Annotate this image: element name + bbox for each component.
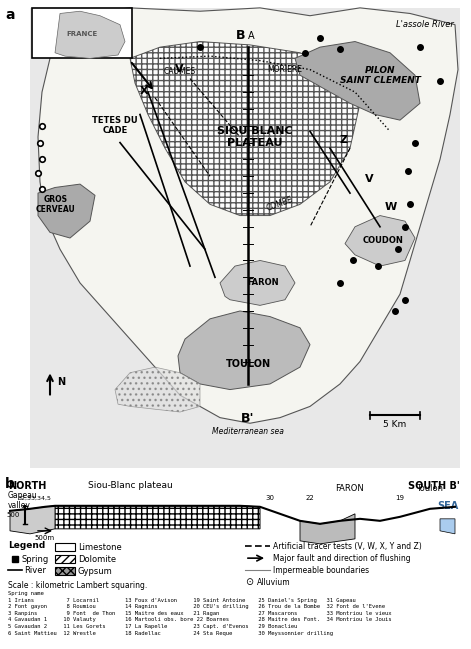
Text: NORTH: NORTH <box>8 481 46 491</box>
Polygon shape <box>345 215 415 266</box>
Polygon shape <box>220 260 295 306</box>
Text: B: B <box>236 29 245 42</box>
Text: X: X <box>140 86 149 96</box>
Text: GROS
CERVEAU: GROS CERVEAU <box>36 195 76 214</box>
Polygon shape <box>440 519 455 534</box>
Bar <box>55 555 75 563</box>
Text: Impermeable boundaries: Impermeable boundaries <box>273 566 369 574</box>
Text: 30: 30 <box>266 495 275 501</box>
Text: Siou-Blanc plateau: Siou-Blanc plateau <box>88 481 172 490</box>
Text: CAUMES: CAUMES <box>164 67 196 77</box>
Text: Mediterranean sea: Mediterranean sea <box>212 426 284 435</box>
Polygon shape <box>55 11 125 58</box>
Text: Limestone: Limestone <box>78 543 122 552</box>
Text: SEA: SEA <box>437 501 458 511</box>
Text: SOUTH B': SOUTH B' <box>408 481 460 491</box>
Text: TETES DU
CADE: TETES DU CADE <box>92 116 138 136</box>
Text: PILON
SAINT CLEMENT: PILON SAINT CLEMENT <box>340 66 421 85</box>
Polygon shape <box>115 367 200 412</box>
Polygon shape <box>300 514 355 544</box>
Text: 5 Km: 5 Km <box>383 420 406 429</box>
Text: Alluvium: Alluvium <box>257 578 291 587</box>
Text: FARON: FARON <box>247 278 279 288</box>
Text: COMBE: COMBE <box>266 195 294 214</box>
Text: W: W <box>385 202 397 212</box>
Text: FRANCE: FRANCE <box>66 31 97 37</box>
Text: Major fault and direction of flushing: Major fault and direction of flushing <box>273 554 411 563</box>
Text: 32,33,34,5: 32,33,34,5 <box>18 496 52 501</box>
Text: SIOU BLANC
PLATEAU: SIOU BLANC PLATEAU <box>217 126 293 148</box>
Text: Spring name
1 Irians          7 Locarnil        13 Foux d'Avison     19 Saint An: Spring name 1 Irians 7 Locarnil 13 Foux … <box>8 591 391 635</box>
Polygon shape <box>38 8 458 423</box>
Polygon shape <box>38 184 95 238</box>
Text: Gapeau
valley: Gapeau valley <box>8 491 38 510</box>
Text: a: a <box>5 8 15 22</box>
Text: A: A <box>248 31 255 41</box>
Bar <box>55 567 75 575</box>
Polygon shape <box>30 8 460 468</box>
Text: b: b <box>5 477 15 491</box>
Text: 500: 500 <box>7 512 20 518</box>
Text: Toulon: Toulon <box>416 484 444 493</box>
Text: V: V <box>365 174 374 184</box>
Polygon shape <box>10 506 55 534</box>
Text: Scale : kilometric Lambert squaring.: Scale : kilometric Lambert squaring. <box>8 581 147 590</box>
Text: 22: 22 <box>306 495 314 501</box>
Text: Z: Z <box>340 134 348 145</box>
Text: TOULON: TOULON <box>226 359 270 369</box>
Text: 19: 19 <box>396 495 405 501</box>
Polygon shape <box>130 42 360 215</box>
Polygon shape <box>295 42 420 120</box>
Text: Dolomite: Dolomite <box>78 555 116 563</box>
Text: MORIERE: MORIERE <box>268 65 302 74</box>
Text: ⊙: ⊙ <box>245 577 253 587</box>
Text: V: V <box>175 64 184 74</box>
Polygon shape <box>178 311 310 389</box>
Text: Artificial tracer tests (V, W, X, Y and Z): Artificial tracer tests (V, W, X, Y and … <box>273 542 422 550</box>
Text: Gypsum: Gypsum <box>78 567 113 576</box>
Text: COUDON: COUDON <box>363 236 404 245</box>
Text: FARON: FARON <box>336 484 365 493</box>
Text: L'assole River: L'assole River <box>396 20 454 29</box>
Bar <box>32 8 132 58</box>
Text: River: River <box>24 566 46 574</box>
Bar <box>55 543 75 551</box>
Text: N: N <box>57 376 65 387</box>
Text: Legend: Legend <box>8 541 45 550</box>
Text: Spring: Spring <box>22 555 49 563</box>
Text: 500m: 500m <box>35 535 55 541</box>
Text: B': B' <box>241 412 255 425</box>
Polygon shape <box>55 506 260 529</box>
